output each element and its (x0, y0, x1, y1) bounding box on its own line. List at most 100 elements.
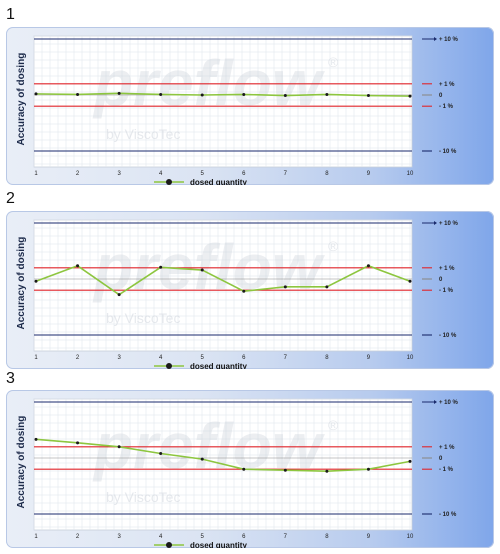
reference-label: 0 (439, 456, 443, 462)
data-point (325, 92, 329, 96)
data-point (117, 293, 121, 297)
data-point (159, 92, 163, 96)
y-axis-label: Accuracy of dosing (16, 416, 27, 509)
x-tick-label: 7 (284, 534, 288, 540)
data-point (159, 265, 163, 269)
data-point (283, 94, 287, 98)
data-point (76, 441, 80, 445)
reference-label: + 1 % (439, 445, 455, 451)
data-point (366, 467, 370, 471)
data-point (200, 93, 204, 97)
x-tick-label: 9 (367, 171, 371, 177)
x-tick-label: 10 (407, 534, 414, 540)
arrow-head-icon (434, 37, 437, 41)
x-tick-label: 4 (159, 355, 163, 361)
data-point (76, 92, 80, 96)
data-point (242, 92, 246, 96)
arrow-head-icon (434, 400, 437, 404)
plot-area (33, 35, 413, 168)
x-tick-label: 6 (242, 355, 246, 361)
plot-area (33, 219, 413, 352)
watermark-registered-mark: ® (328, 238, 339, 254)
x-tick-label: 8 (325, 355, 329, 361)
x-tick-label: 9 (367, 534, 371, 540)
x-tick-label: 1 (34, 534, 38, 540)
x-tick-label: 2 (76, 171, 80, 177)
data-point (325, 469, 329, 473)
y-axis-label: Accuracy of dosing (16, 53, 27, 146)
legend-label: dosed quantity (190, 541, 247, 548)
panel-number-2: 2 (6, 190, 15, 207)
data-point (283, 468, 287, 472)
data-point (200, 457, 204, 461)
dosing-chart-2: preflow ® by ViscoTec + 10 % + 1 % 0 - 1 % - 10… (16, 219, 459, 369)
x-tick-label: 2 (76, 534, 80, 540)
x-tick-label: 7 (284, 355, 288, 361)
reference-label: - 10 % (439, 333, 457, 339)
legend-label: dosed quantity (190, 362, 247, 369)
x-tick-label: 6 (242, 534, 246, 540)
x-tick-label: 4 (159, 171, 163, 177)
data-point (408, 279, 412, 283)
grid (33, 35, 412, 167)
reference-label: - 10 % (439, 512, 457, 518)
data-point (34, 92, 38, 96)
data-point (242, 289, 246, 293)
reference-label: + 10 % (439, 400, 459, 406)
y-axis-label: Accuracy of dosing (16, 237, 27, 330)
x-tick-label: 10 (407, 355, 414, 361)
x-tick-label: 8 (325, 171, 329, 177)
data-point (366, 264, 370, 268)
data-point (34, 279, 38, 283)
reference-label: 0 (439, 93, 443, 99)
dosing-chart-1: preflow ® by ViscoTec + 10 % + 1 % 0 - 1 % - 10… (16, 35, 459, 185)
x-tick-label: 2 (76, 355, 80, 361)
x-tick-label: 1 (34, 355, 38, 361)
x-tick-label: 7 (284, 171, 288, 177)
reference-label: + 1 % (439, 82, 455, 88)
x-tick-label: 3 (117, 355, 121, 361)
x-tick-label: 6 (242, 171, 246, 177)
x-tick-label: 5 (201, 534, 205, 540)
legend-marker-icon (166, 363, 172, 369)
watermark-logo: preflow (92, 410, 326, 482)
reference-label: - 1 % (439, 104, 454, 110)
watermark-subtitle: by ViscoTec (106, 310, 180, 326)
watermark-registered-mark: ® (328, 417, 339, 433)
x-tick-label: 1 (34, 171, 38, 177)
reference-label: - 1 % (439, 467, 454, 473)
data-point (325, 285, 329, 289)
series-line (35, 264, 411, 296)
x-tick-label: 3 (117, 534, 121, 540)
chart-panel-2: preflow ® by ViscoTec + 10 % + 1 % 0 - 1 % - 10… (6, 211, 494, 369)
data-point (408, 459, 412, 463)
series-line (35, 438, 411, 472)
x-tick-label: 3 (117, 171, 121, 177)
x-tick-label: 4 (159, 534, 163, 540)
x-tick-label: 9 (367, 355, 371, 361)
reference-label: - 1 % (439, 288, 454, 294)
watermark-logo: preflow (92, 231, 326, 303)
series-line (35, 92, 411, 97)
data-point (366, 94, 370, 98)
data-point (408, 94, 412, 98)
x-tick-label: 10 (407, 171, 414, 177)
legend-label: dosed quantity (190, 178, 247, 185)
data-point (159, 452, 163, 456)
reference-label: 0 (439, 277, 443, 283)
watermark-subtitle: by ViscoTec (106, 126, 180, 142)
chart-panel-3: preflow ® by ViscoTec + 10 % + 1 % 0 - 1 % - 10… (6, 390, 494, 548)
grid (33, 398, 412, 530)
panel-number-1: 1 (6, 6, 15, 23)
x-tick-label: 5 (201, 355, 205, 361)
panel-number-3: 3 (6, 370, 15, 387)
reference-label: + 10 % (439, 221, 459, 227)
data-point (200, 268, 204, 272)
legend-marker-icon (166, 542, 172, 548)
data-point (117, 445, 121, 449)
data-point (242, 467, 246, 471)
x-tick-label: 8 (325, 534, 329, 540)
data-point (34, 437, 38, 441)
data-point (283, 285, 287, 289)
reference-label: + 10 % (439, 37, 459, 43)
